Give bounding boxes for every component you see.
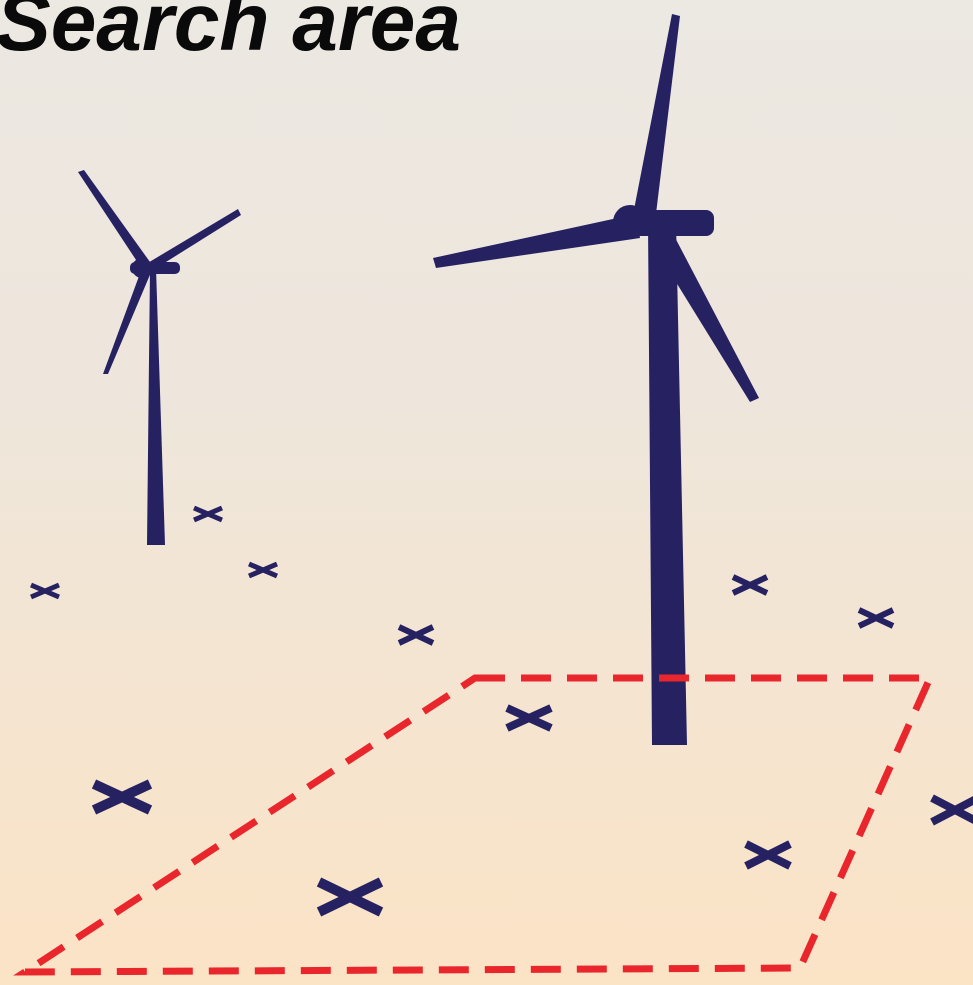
marker	[316, 877, 384, 917]
marker	[930, 794, 973, 826]
title: Search area	[0, 0, 461, 68]
large-turbine	[433, 14, 759, 745]
marker	[857, 607, 895, 629]
marker	[505, 704, 553, 732]
markers	[30, 505, 973, 917]
search-area	[13, 674, 936, 976]
marker	[30, 582, 60, 600]
marker	[248, 561, 278, 579]
marker	[731, 574, 769, 596]
marker	[397, 624, 435, 646]
marker	[193, 505, 223, 523]
marker	[744, 840, 792, 870]
marker	[91, 779, 153, 815]
small-turbine	[78, 170, 241, 545]
